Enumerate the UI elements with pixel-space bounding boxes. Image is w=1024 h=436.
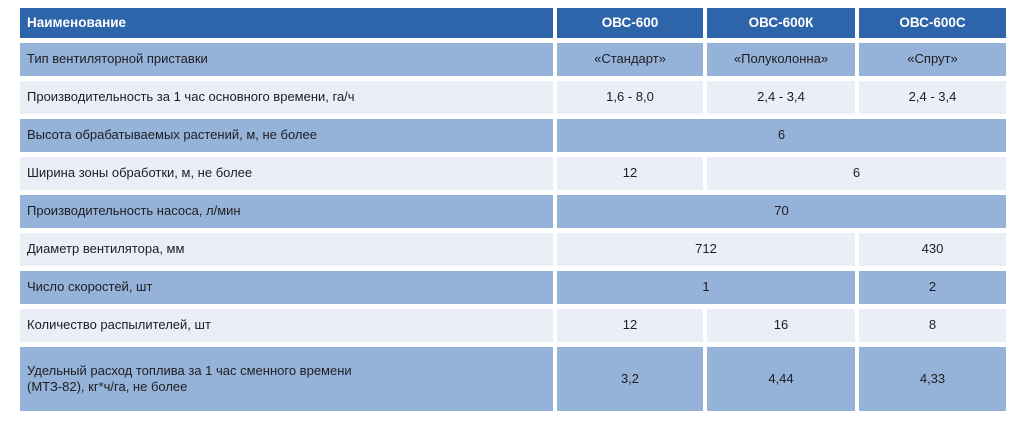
row-label: Диаметр вентилятора, мм xyxy=(20,233,553,266)
value-cell: 2,4 - 3,4 xyxy=(859,81,1006,114)
column-header: ОВС-600 xyxy=(557,8,703,38)
value-cell: 430 xyxy=(859,233,1006,266)
value-cell: 712 xyxy=(557,233,855,266)
value-cell: 12 xyxy=(557,157,703,190)
value-cell: 6 xyxy=(557,119,1006,152)
value-cell: 6 xyxy=(707,157,1006,190)
header-cell-name: Наименование xyxy=(20,8,553,38)
value-cell: 1,6 - 8,0 xyxy=(557,81,703,114)
row-label: Ширина зоны обработки, м, не более xyxy=(20,157,553,190)
value-cell: 2,4 - 3,4 xyxy=(707,81,855,114)
value-cell: 4,44 xyxy=(707,347,855,411)
column-header: ОВС-600К xyxy=(707,8,855,38)
row-label: Число скоростей, шт xyxy=(20,271,553,304)
row-label: Высота обрабатываемых растений, м, не бо… xyxy=(20,119,553,152)
value-cell: «Спрут» xyxy=(859,43,1006,76)
row-label: Количество распылителей, шт xyxy=(20,309,553,342)
spec-table: Наименование ОВС-600 ОВС-600К ОВС-600С Тип … xyxy=(20,8,1006,411)
row-label: Производительность за 1 час основного вр… xyxy=(20,81,553,114)
value-cell: 16 xyxy=(707,309,855,342)
value-cell: 12 xyxy=(557,309,703,342)
column-header: ОВС-600С xyxy=(859,8,1006,38)
value-cell: 8 xyxy=(859,309,1006,342)
row-label: Производительность насоса, л/мин xyxy=(20,195,553,228)
value-cell: «Стандарт» xyxy=(557,43,703,76)
value-cell: 2 xyxy=(859,271,1006,304)
value-cell: 3,2 xyxy=(557,347,703,411)
value-cell: 70 xyxy=(557,195,1006,228)
value-cell: «Полуколонна» xyxy=(707,43,855,76)
row-label: Удельный расход топлива за 1 час сменног… xyxy=(20,347,553,411)
value-cell: 1 xyxy=(557,271,855,304)
value-cell: 4,33 xyxy=(859,347,1006,411)
row-label: Тип вентиляторной приставки xyxy=(20,43,553,76)
